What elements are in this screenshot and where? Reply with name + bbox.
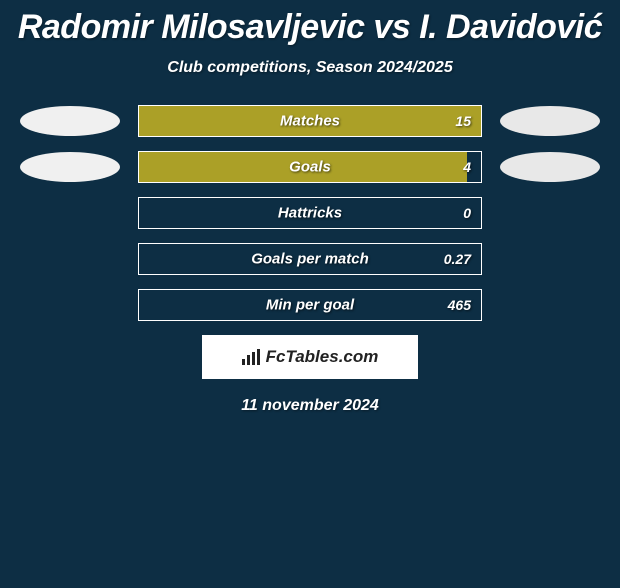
stat-value: 0.27 [444, 251, 471, 267]
stat-row: Goals 4 [0, 151, 620, 183]
stat-row: Min per goal 465 [0, 289, 620, 321]
stat-value: 465 [448, 297, 471, 313]
right-marker-ellipse [500, 106, 600, 136]
brand-text: FcTables.com [266, 347, 379, 367]
page-title: Radomir Milosavljevic vs I. Davidović [0, 8, 620, 47]
stat-label: Hattricks [278, 205, 342, 222]
stat-bar: Goals per match 0.27 [138, 243, 482, 275]
chart-icon [242, 349, 262, 365]
stat-label: Matches [280, 113, 340, 130]
brand-label: FcTables.com [242, 347, 379, 367]
stat-label: Goals per match [251, 251, 369, 268]
stat-bar: Goals 4 [138, 151, 482, 183]
stat-value: 0 [463, 205, 471, 221]
stat-label: Min per goal [266, 297, 354, 314]
stat-value: 4 [463, 159, 471, 175]
stat-label: Goals [289, 159, 331, 176]
left-marker-ellipse [20, 106, 120, 136]
date-text: 11 november 2024 [0, 397, 620, 415]
subtitle: Club competitions, Season 2024/2025 [0, 59, 620, 77]
stat-value: 15 [455, 113, 471, 129]
right-marker-ellipse [500, 152, 600, 182]
brand-box[interactable]: FcTables.com [202, 335, 418, 379]
left-marker-ellipse [20, 152, 120, 182]
stats-area: Matches 15 Goals 4 Hattricks 0 Goals per… [0, 105, 620, 321]
stat-row: Goals per match 0.27 [0, 243, 620, 275]
stat-bar: Min per goal 465 [138, 289, 482, 321]
stat-row: Hattricks 0 [0, 197, 620, 229]
stat-bar: Hattricks 0 [138, 197, 482, 229]
stat-bar: Matches 15 [138, 105, 482, 137]
stat-row: Matches 15 [0, 105, 620, 137]
